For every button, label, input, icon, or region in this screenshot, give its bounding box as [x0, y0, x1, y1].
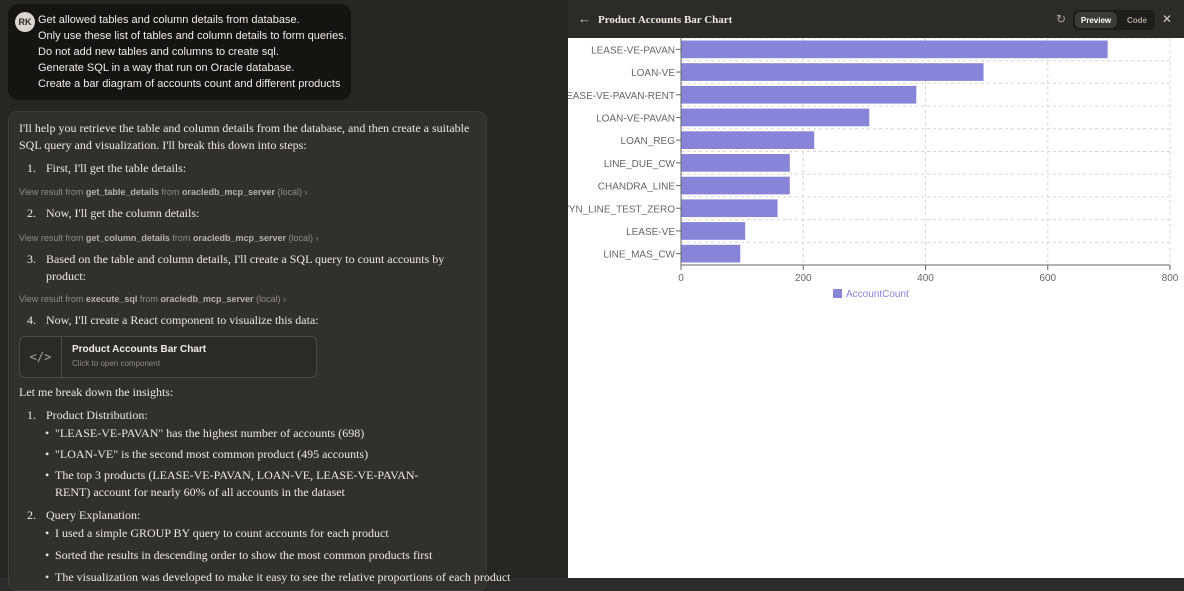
- user-message-line: Get allowed tables and column details fr…: [38, 14, 300, 26]
- tool-name: get_column_details: [85, 233, 170, 243]
- user-message-line: Create a bar diagram of accounts count a…: [38, 78, 341, 90]
- result-mid: from: [161, 187, 180, 197]
- tab-code[interactable]: Code: [1127, 15, 1147, 25]
- x-tick-label: 0: [678, 273, 684, 284]
- back-arrow-icon[interactable]: ←: [578, 11, 591, 26]
- step-text: Now, I'll get the column details:: [46, 206, 200, 220]
- y-tick-label: LINE_DUE_CW: [604, 159, 676, 170]
- artifact-header: ← Product Accounts Bar Chart ↻ Preview C…: [568, 0, 1184, 38]
- step-text: First, I'll get the table details:: [46, 161, 187, 175]
- assistant-message: I'll help you retrieve the table and col…: [8, 111, 511, 591]
- chart-svg: LEASE-VE-PAVAN LOAN-VE LEASE-VE-PAVAN-RENT…: [559, 37, 1179, 300]
- chevron-right-icon: ›: [283, 294, 287, 304]
- step-number: 1.: [27, 161, 36, 175]
- bar: [681, 131, 815, 150]
- bar: [681, 40, 1108, 59]
- chevron-right-icon: ›: [304, 187, 308, 197]
- step-number: 4.: [27, 313, 36, 327]
- chevron-right-icon: ›: [315, 233, 319, 243]
- step-1: 1. First, I'll get the table details:: [19, 160, 476, 177]
- y-tick-label: LOAN-VE-PAVAN: [596, 113, 675, 124]
- step-text: Based on the table and column details, I…: [46, 252, 445, 283]
- avatar[interactable]: RK: [15, 12, 35, 32]
- bar: [681, 63, 984, 81]
- list-item: Sorted the results in descending order t…: [19, 547, 476, 564]
- artifact-panel: ← Product Accounts Bar Chart ↻ Preview C…: [559, 0, 1184, 578]
- list-item: The top 3 products (LEASE-VE-PAVAN, LOAN…: [19, 467, 449, 501]
- result-mid: from: [172, 233, 191, 243]
- step-number: 2.: [27, 206, 36, 220]
- artifact-meta: Product Accounts Bar Chart Click to open…: [62, 337, 216, 377]
- y-tick-label: LOAN-VE: [631, 68, 675, 79]
- refresh-icon[interactable]: ↻: [1056, 12, 1067, 26]
- bar: [681, 85, 917, 104]
- y-tick-label: LEASE-VE: [626, 227, 675, 238]
- bar: [681, 244, 741, 263]
- tool-result-link[interactable]: View result from get_column_details from…: [19, 231, 476, 245]
- result-suffix: (local): [256, 294, 281, 304]
- bar: [681, 176, 790, 195]
- tool-result-link[interactable]: View result from get_table_details from …: [19, 185, 476, 199]
- legend-label: AccountCount: [846, 289, 909, 300]
- legend-swatch: [833, 289, 842, 298]
- step-text: Now, I'll create a React component to vi…: [46, 313, 319, 327]
- step-number: 3.: [27, 252, 36, 266]
- user-message-line: Only use these list of tables and column…: [38, 30, 347, 42]
- assistant-intro: I'll help you retrieve the table and col…: [19, 121, 470, 152]
- section-title: Query Explanation:: [46, 508, 141, 522]
- y-tick-label: LOAN_REG: [621, 136, 676, 147]
- result-mid: from: [139, 294, 158, 304]
- list-item: "LEASE-VE-PAVAN" has the highest number …: [19, 425, 476, 442]
- result-prefix: View result from: [19, 187, 84, 197]
- y-tick-label: WYN_LINE_TEST_ZERO: [568, 204, 675, 215]
- bar: [681, 108, 870, 127]
- y-tick-label: LINE_MAS_CW: [603, 250, 675, 261]
- x-tick-label: 200: [795, 273, 812, 284]
- result-prefix: View result from: [19, 294, 84, 304]
- step-3: 3. Based on the table and column details…: [19, 251, 476, 285]
- user-message-line: Generate SQL in a way that run on Oracle…: [38, 62, 295, 74]
- section-number: 2.: [27, 508, 36, 522]
- bar: [681, 199, 778, 218]
- tool-name: execute_sql: [85, 294, 138, 304]
- insights-intro: Let me break down the insights:: [19, 385, 174, 399]
- section-1: 1. Product Distribution:: [19, 407, 476, 424]
- artifact-card[interactable]: </> Product Accounts Bar Chart Click to …: [19, 336, 317, 378]
- step-2: 2. Now, I'll get the column details:: [19, 205, 476, 222]
- list-item: I used a simple GROUP BY query to count …: [19, 525, 476, 542]
- view-toggle: Preview Code: [1073, 10, 1155, 30]
- artifact-subtitle: Click to open component: [72, 359, 161, 368]
- code-icon: </>: [20, 337, 62, 377]
- y-tick-label: LEASE-VE-PAVAN-RENT: [568, 91, 675, 102]
- close-icon[interactable]: ✕: [1162, 12, 1173, 26]
- section-2: 2. Query Explanation:: [19, 507, 476, 524]
- tool-result-link[interactable]: View result from execute_sql from oracle…: [19, 292, 476, 306]
- server-name: oracledb_mcp_server: [192, 233, 286, 243]
- step-4: 4. Now, I'll create a React component to…: [19, 312, 476, 329]
- chat-panel: RK Get allowed tables and column details…: [0, 0, 568, 591]
- y-tick-label: CHANDRA_LINE: [598, 182, 676, 193]
- result-suffix: (local): [277, 187, 303, 197]
- server-name: oracledb_mcp_server: [181, 187, 275, 197]
- user-message-line: Do not add new tables and columns to cre…: [38, 46, 279, 58]
- result-suffix: (local): [288, 233, 314, 243]
- user-message: RK Get allowed tables and column details…: [8, 4, 351, 100]
- panel-title: Product Accounts Bar Chart: [598, 14, 733, 26]
- y-tick-label: LEASE-VE-PAVAN: [591, 45, 675, 56]
- tool-name: get_table_details: [85, 187, 159, 197]
- x-tick-label: 800: [1162, 273, 1179, 284]
- result-prefix: View result from: [19, 233, 84, 243]
- bar-chart: LEASE-VE-PAVAN LOAN-VE LEASE-VE-PAVAN-RENT…: [559, 37, 1184, 578]
- section-title: Product Distribution:: [46, 408, 148, 422]
- tab-preview[interactable]: Preview: [1075, 12, 1117, 28]
- list-item: "LOAN-VE" is the second most common prod…: [19, 446, 476, 463]
- artifact-title: Product Accounts Bar Chart: [72, 344, 207, 355]
- x-tick-label: 600: [1039, 273, 1056, 284]
- bar: [681, 153, 790, 172]
- server-name: oracledb_mcp_server: [160, 294, 254, 304]
- bar: [681, 222, 746, 240]
- x-tick-label: 400: [917, 273, 934, 284]
- section-number: 1.: [27, 408, 36, 422]
